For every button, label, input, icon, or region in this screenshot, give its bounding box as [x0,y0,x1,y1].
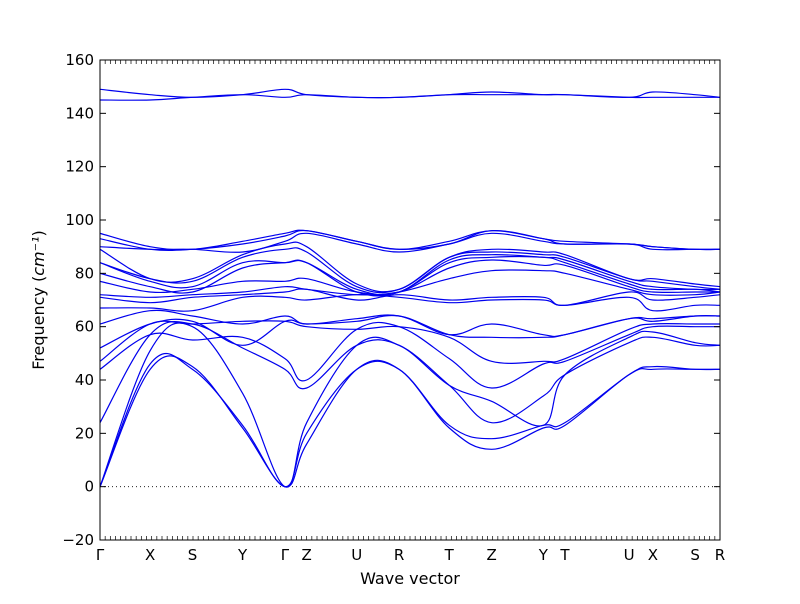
x-tick-label-0: Γ [96,546,105,564]
band-line-21 [100,88,720,99]
band-line-16 [100,241,720,293]
y-tick-label-6: 100 [65,211,94,229]
band-line-3 [100,322,720,488]
y-axis-label-close-paren: ) [29,230,48,236]
band-line-11 [100,269,720,298]
y-tick-label-4: 60 [75,318,94,336]
band-line-10 [100,288,720,306]
y-tick-label-3: 40 [75,371,94,389]
band-line-14 [100,254,720,296]
y-tick-label-8: 140 [65,104,94,122]
x-tick-label-5: Z [302,546,312,564]
band-line-8 [100,309,720,338]
x-tick-label-14: S [690,546,700,564]
x-tick-label-7: R [394,546,404,564]
band-line-18 [100,229,720,252]
x-tick-label-6: U [351,546,362,564]
x-tick-label-1: X [145,546,155,564]
y-axis-ticks: −20 0 20 40 60 80 100 120 140 160 [62,51,720,549]
plot-frame [99,59,721,541]
y-axis-label-unit: cm⁻¹ [29,237,48,276]
x-tick-label-11: T [559,546,570,564]
y-axis-label-text: Frequency [29,287,48,370]
x-tick-label-13: X [648,546,658,564]
x-tick-label-8: T [444,546,455,564]
band-line-13 [100,256,720,297]
y-tick-label-2: 20 [75,424,94,442]
band-line-7 [100,314,720,349]
x-tick-label-10: Y [538,546,549,564]
band-line-12 [100,259,720,296]
band-line-4 [100,321,720,427]
x-tick-label-15: R [715,546,725,564]
y-tick-label-1: 0 [84,478,94,496]
y-tick-label-7: 120 [65,158,94,176]
x-tick-label-4: Γ [281,546,290,564]
x-tick-label-12: U [624,546,635,564]
x-tick-label-9: Z [486,546,496,564]
x-tick-label-2: S [188,546,198,564]
band-line-9 [100,293,720,312]
band-line-2 [100,352,720,488]
y-tick-label-5: 80 [75,264,94,282]
x-axis-label: Wave vector [360,569,460,588]
y-axis-label: Frequency (cm⁻¹) [29,230,48,370]
series-layer [100,88,720,488]
band-line-5 [100,321,720,389]
band-line-6 [100,320,720,364]
band-line-19 [100,229,720,251]
y-tick-label-9: 160 [65,51,94,69]
y-tick-label-0: −20 [62,531,94,549]
x-tick-label-3: Y [237,546,248,564]
y-axis-label-open-paren: ( [29,276,48,282]
